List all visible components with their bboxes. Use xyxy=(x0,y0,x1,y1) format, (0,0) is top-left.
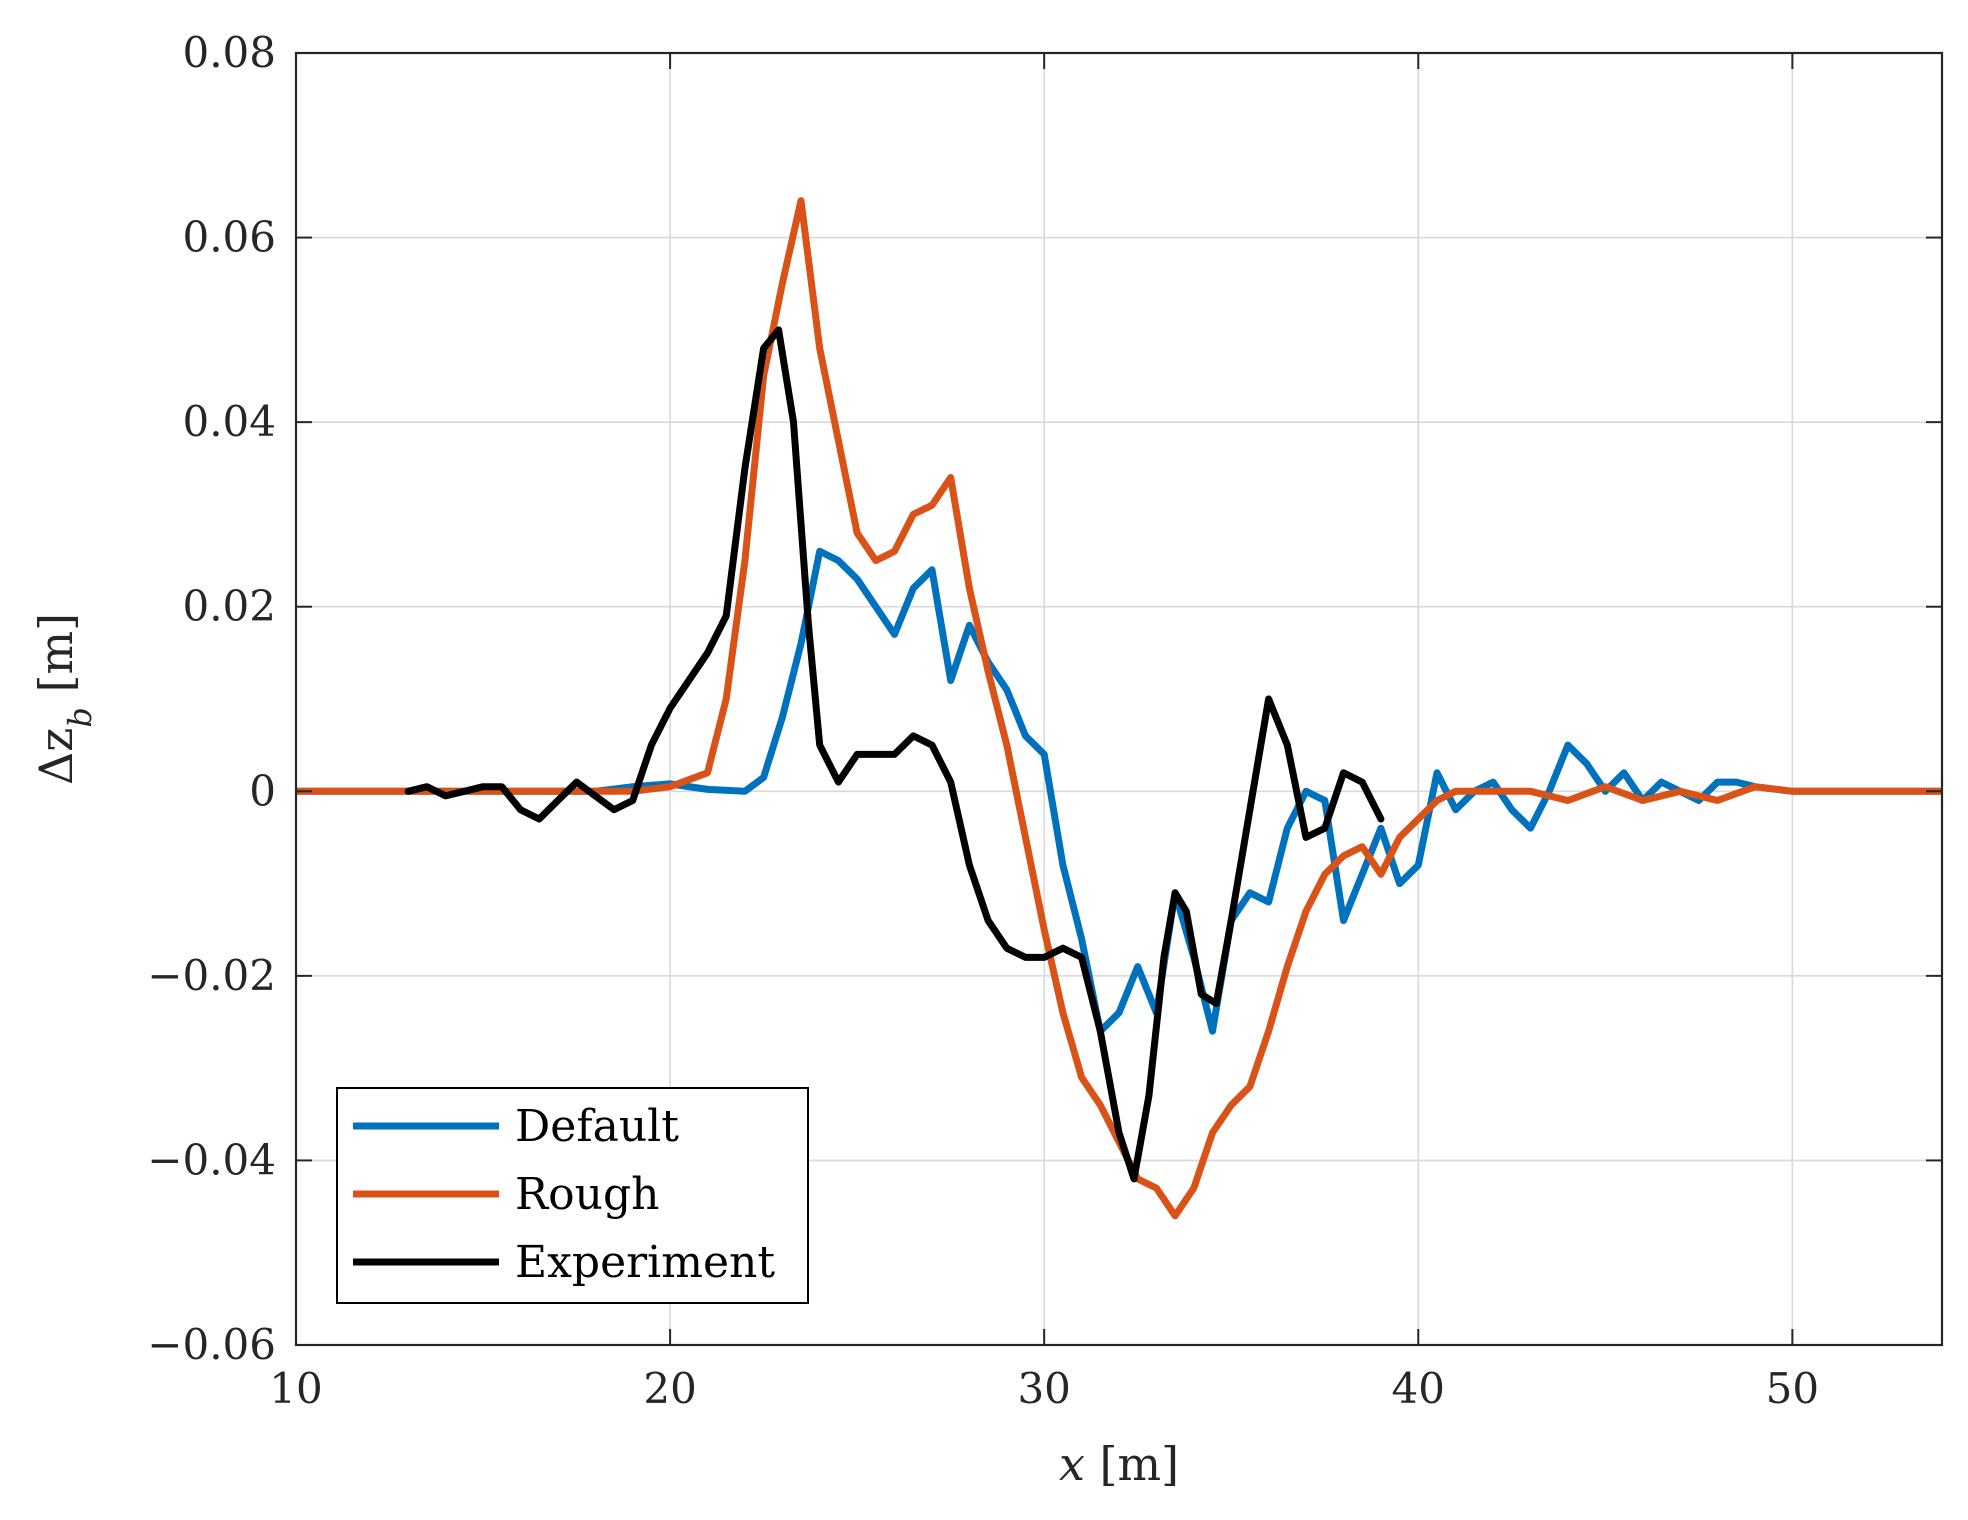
legend: Default Rough Experiment xyxy=(336,1087,809,1304)
y-tick-label: −0.02 xyxy=(147,951,276,1000)
y-tick-label: 0.08 xyxy=(182,28,276,77)
series-layer xyxy=(296,197,1942,1220)
y-tick-label: 0.04 xyxy=(182,397,276,446)
x-tick-label: 30 xyxy=(1017,1364,1070,1413)
axis-ticks xyxy=(295,52,1942,1346)
y-tick-label: −0.04 xyxy=(147,1135,276,1184)
y-tick-label: −0.06 xyxy=(147,1320,276,1369)
y-tick-label: 0.02 xyxy=(182,582,276,631)
series-line-experiment xyxy=(404,326,1385,1183)
x-tick-label: 20 xyxy=(643,1364,696,1413)
x-tick-label: 10 xyxy=(269,1364,322,1413)
legend-label-rough: Rough xyxy=(515,1169,659,1220)
x-tick-label: 50 xyxy=(1766,1364,1819,1413)
x-axis-label: x [m] xyxy=(1059,1437,1179,1491)
tick-labels: 10 20 30 40 50 −0.06 −0.04 −0.02 0 0.02 0.04 0.06 0.… xyxy=(147,28,1819,1413)
x-tick-label: 40 xyxy=(1392,1364,1445,1413)
legend-label-default: Default xyxy=(515,1101,679,1152)
y-tick-label: 0 xyxy=(249,766,276,815)
y-axis-label: Δzb [m] xyxy=(29,613,99,785)
plot-frame xyxy=(294,51,1944,1347)
legend-label-experiment: Experiment xyxy=(515,1237,775,1288)
y-tick-label: 0.06 xyxy=(182,213,276,262)
